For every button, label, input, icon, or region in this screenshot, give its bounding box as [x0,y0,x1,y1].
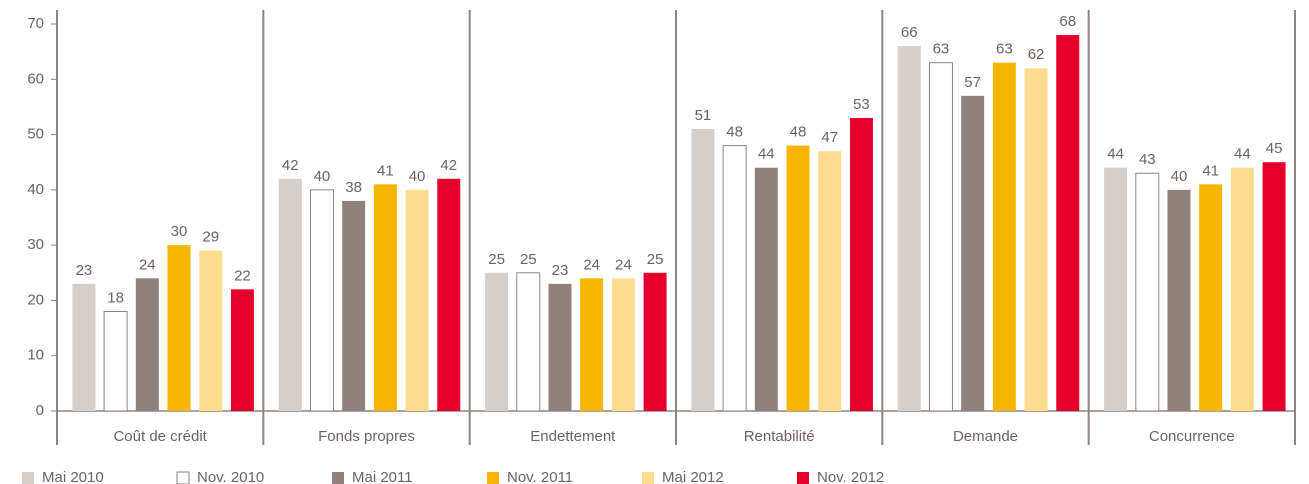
bar [1230,167,1254,411]
data-label: 42 [440,157,457,174]
bar [818,151,842,411]
data-label: 41 [377,162,394,179]
legend-label: Nov. 2011 [507,469,573,484]
y-tick-label: 60 [27,70,44,87]
y-tick-label: 20 [27,291,44,308]
data-label: 44 [758,146,775,163]
data-label: 43 [1139,151,1156,168]
bar [135,278,159,411]
y-tick-label: 30 [27,236,44,253]
data-label: 63 [933,41,950,58]
bar [199,250,223,411]
bar [643,272,667,411]
bar [72,283,96,411]
bar [992,62,1016,411]
data-label: 24 [139,256,156,273]
data-label: 48 [726,124,743,141]
legend-label: Mai 2012 [662,469,724,484]
bar [928,62,953,412]
data-label: 18 [107,289,124,306]
bar [405,189,429,411]
legend-swatch [176,471,190,484]
bar [342,200,366,411]
x-tick-label: Demande [953,428,1018,445]
data-label: 29 [202,229,219,246]
bar [516,272,541,412]
bar [961,95,985,411]
bar [103,310,128,412]
legend-swatch [22,472,34,484]
bar [580,278,604,411]
bar [485,272,509,411]
data-label: 62 [1028,46,1045,63]
bar [1024,68,1048,411]
data-label: 25 [520,251,537,268]
legend-swatch [332,472,344,484]
data-label: 40 [409,168,426,185]
legend-swatch [487,472,499,484]
bar [786,145,810,411]
bar [1135,172,1160,412]
bar [754,167,778,411]
bar [1262,162,1286,411]
x-tick-label: Rentabilité [744,428,815,445]
data-label: 24 [615,256,632,273]
bar [897,46,921,411]
bar [309,189,334,412]
y-tick-label: 50 [27,126,44,143]
bar [849,117,873,411]
legend-swatch [642,472,654,484]
bar [722,145,747,412]
data-label: 53 [853,96,870,113]
x-tick-label: Concurrence [1149,428,1235,445]
x-tick-label: Endettement [530,428,616,445]
bar [548,283,572,411]
data-label: 44 [1107,146,1124,163]
data-label: 45 [1266,140,1283,157]
y-tick-label: 40 [27,181,44,198]
data-label: 47 [821,129,838,146]
bar [1104,167,1128,411]
bar [373,184,397,411]
bar [230,289,254,411]
data-label: 44 [1234,146,1251,163]
bar [1199,184,1223,411]
data-label: 48 [790,124,807,141]
legend-swatch [797,472,809,484]
data-label: 22 [234,267,251,284]
x-tick-label: Coût de crédit [113,428,207,445]
y-tick-label: 70 [27,15,44,32]
legend-label: Nov. 2010 [197,469,264,484]
data-label: 24 [583,256,600,273]
data-label: 23 [552,262,569,279]
bar [1167,189,1191,411]
data-label: 68 [1059,13,1076,30]
data-label: 42 [282,157,299,174]
y-tick-label: 10 [27,347,44,364]
data-label: 40 [314,168,331,185]
data-label: 25 [488,251,505,268]
bar [278,178,302,411]
data-label: 57 [964,74,981,91]
bar [437,178,461,411]
data-label: 66 [901,24,918,41]
bar [611,278,635,411]
data-label: 41 [1202,162,1219,179]
bar [691,129,715,412]
data-label: 23 [76,262,93,279]
legend-label: Mai 2011 [352,469,413,484]
data-label: 63 [996,41,1013,58]
legend-label: Mai 2010 [42,469,104,484]
data-label: 40 [1171,168,1188,185]
x-tick-label: Fonds propres [318,428,415,445]
data-label: 38 [345,179,362,196]
y-tick-label: 0 [36,402,44,419]
data-label: 25 [647,251,664,268]
data-label: 30 [171,223,188,240]
data-label: 51 [695,107,712,124]
legend-label: Nov. 2012 [817,469,884,484]
bar [1056,35,1080,412]
bar [167,245,191,411]
